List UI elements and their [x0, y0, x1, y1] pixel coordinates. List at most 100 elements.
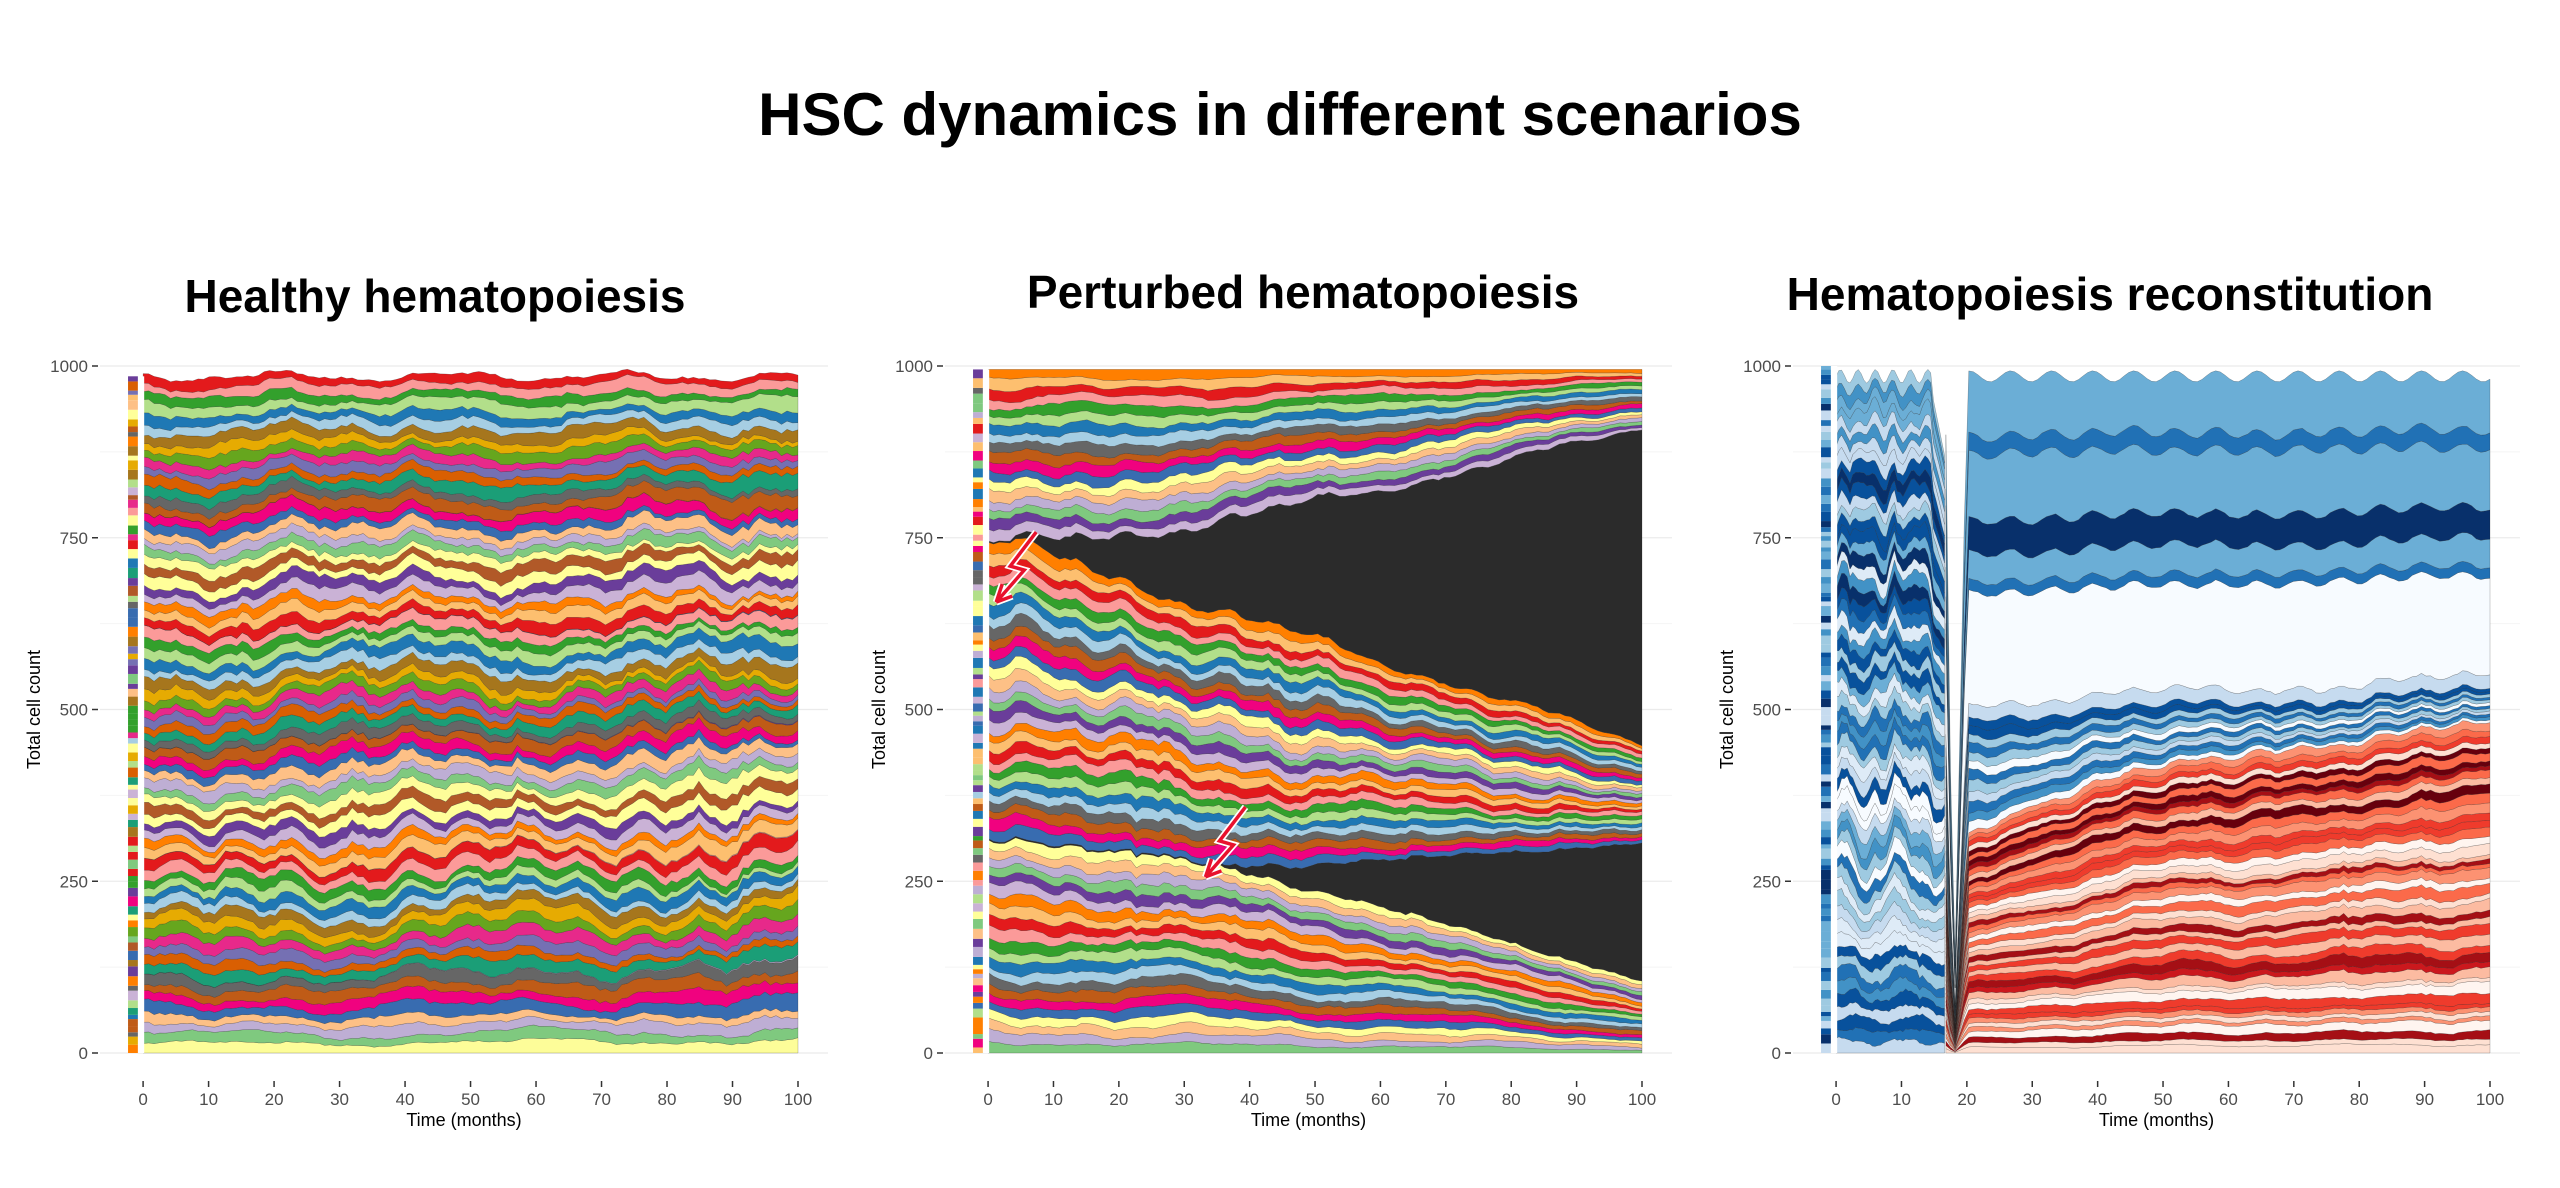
healthy-initial-clone [128, 896, 138, 907]
reconstitution-initial-clone [1821, 998, 1831, 1006]
reconstitution-initial-clone [1821, 869, 1831, 880]
panel-title-perturbed: Perturbed hematopoiesis [1026, 266, 1580, 318]
reconstitution-initial-clone [1821, 829, 1831, 838]
main-title: HSC dynamics in different scenarios [758, 81, 1802, 148]
reconstitution-initial-clone [1821, 601, 1831, 607]
x-tick-label: 100 [2476, 1090, 2504, 1109]
healthy-initial-clone [128, 626, 138, 637]
healthy-initial-clone [128, 927, 138, 937]
reconstitution-initial-clone [1821, 536, 1831, 541]
healthy-initial-clone [128, 688, 138, 697]
y-axis-label: Total cell count [1717, 650, 1737, 769]
perturbed-initial-clone [973, 640, 983, 645]
perturbation-lightning-icon [1203, 805, 1247, 879]
reconstitution-initial-clone [1821, 457, 1831, 463]
reconstitution-pre-clone-area [1835, 369, 1945, 463]
x-tick-label: 70 [2284, 1090, 2303, 1109]
x-tick-label: 80 [1502, 1090, 1521, 1109]
y-tick-label: 500 [905, 701, 933, 720]
reconstitution-initial-clone [1821, 812, 1831, 822]
reconstitution-initial-clone [1821, 781, 1831, 787]
perturbed-initial-clone [973, 818, 983, 827]
x-tick-label: 90 [723, 1090, 742, 1109]
panel-title-healthy: Healthy hematopoiesis [184, 270, 686, 322]
x-tick-label: 100 [784, 1090, 812, 1109]
healthy-initial-clone [128, 784, 138, 790]
perturbed-initial-clone [973, 417, 983, 424]
x-tick-label: 10 [1892, 1090, 1911, 1109]
x-tick-label: 0 [1831, 1090, 1840, 1109]
reconstitution-initial-clone [1821, 796, 1831, 802]
perturbed-initial-clone [973, 482, 983, 489]
healthy-clone-area [142, 369, 799, 393]
y-tick-label: 1000 [50, 357, 88, 376]
perturbed-initial-clone [973, 499, 983, 508]
x-tick-label: 30 [1175, 1090, 1194, 1109]
reconstitution-initial-clone [1821, 635, 1831, 645]
perturbed-initial-clone [973, 946, 983, 957]
healthy-initial-clone [128, 653, 138, 660]
reconstitution-initial-clone [1821, 1011, 1831, 1017]
healthy-initial-clone [128, 390, 138, 395]
healthy-initial-clone [128, 495, 138, 500]
perturbed-initial-clone [973, 433, 983, 443]
healthy-initial-clone [128, 851, 138, 860]
perturbed-initial-clone [973, 826, 983, 837]
perturbed-initial-clone [973, 973, 983, 979]
reconstitution-initial-clone [1821, 734, 1831, 743]
perturbed-initial-clone [973, 534, 983, 541]
perturbed-initial-clone [973, 679, 983, 688]
reconstitution-initial-clone [1821, 521, 1831, 528]
perturbed-initial-clone [973, 725, 983, 734]
reconstitution-initial-clone [1821, 531, 1831, 537]
healthy-initial-clone [128, 887, 138, 897]
perturbed-initial-clone [973, 848, 983, 855]
healthy-initial-clone [128, 705, 138, 714]
healthy-initial-clone [128, 1036, 138, 1045]
healthy-initial-clone [128, 617, 138, 627]
healthy-initial-clone [128, 1026, 138, 1033]
perturbed-initial-clone [973, 1034, 983, 1039]
y-tick-label: 500 [60, 701, 88, 720]
perturbed-initial-clone [973, 748, 983, 758]
healthy-initial-clone [128, 845, 138, 852]
reconstitution-initial-clone [1821, 1034, 1831, 1044]
perturbed-initial-clone [973, 978, 983, 986]
healthy-initial-clone [128, 767, 138, 778]
perturbed-initial-clone [973, 911, 983, 919]
healthy-initial-clone [128, 426, 138, 433]
x-tick-label: 0 [138, 1090, 147, 1109]
perturbed-initial-clone [973, 791, 983, 799]
healthy-initial-clone [128, 507, 138, 516]
healthy-initial-clone [128, 381, 138, 391]
perturbed-initial-clone [973, 442, 983, 452]
perturbed-initial-clone [973, 810, 983, 819]
x-tick-label: 10 [1044, 1090, 1063, 1109]
healthy-initial-clone [128, 743, 138, 753]
reconstitution-initial-clone [1821, 606, 1831, 616]
healthy-initial-clone [128, 966, 138, 977]
healthy-initial-clone [128, 394, 138, 401]
perturbed-initial-clone [973, 570, 983, 578]
healthy-initial-clone [128, 719, 138, 726]
healthy-initial-clone [128, 696, 138, 706]
perturbed-initial-clone [973, 644, 983, 651]
healthy-initial-clone [128, 683, 138, 689]
perturbed-initial-clone [973, 1027, 983, 1035]
reconstitution-initial-clone [1821, 948, 1831, 958]
perturbed-initial-clone [973, 804, 983, 811]
healthy-initial-clone [128, 1000, 138, 1009]
healthy-initial-clone [128, 789, 138, 799]
healthy-initial-clone [128, 827, 138, 837]
reconstitution-post-clone-area [1945, 370, 2491, 966]
reconstitution-initial-clone [1821, 915, 1831, 922]
x-tick-label: 90 [2415, 1090, 2434, 1109]
healthy-initial-clone [128, 646, 138, 654]
perturbed-initial-clone [973, 477, 983, 483]
healthy-initial-clone [128, 819, 138, 828]
perturbed-initial-clone [973, 885, 983, 895]
healthy-initial-clone [128, 419, 138, 427]
healthy-initial-clone [128, 805, 138, 814]
perturbed-initial-clone [973, 879, 983, 886]
perturbed-initial-clone [973, 369, 983, 379]
